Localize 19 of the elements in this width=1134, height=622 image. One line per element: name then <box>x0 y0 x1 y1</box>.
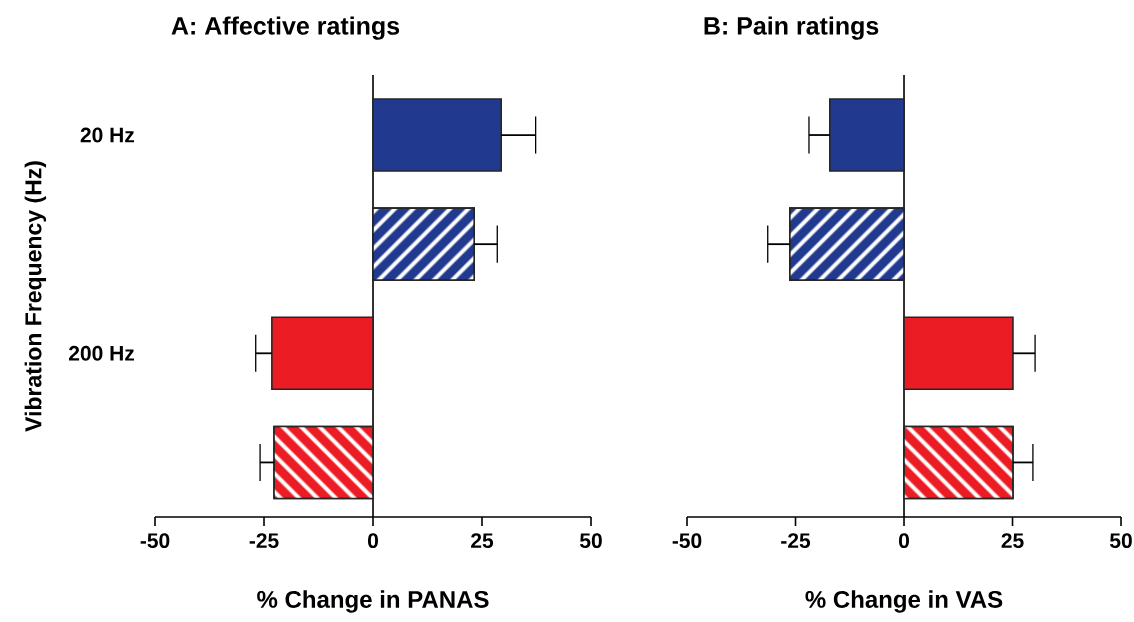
x-tick-label: -50 <box>140 533 170 549</box>
x-axis-title: % Change in PANAS <box>257 590 489 613</box>
y-axis-title: Vibration Frequency (Hz) <box>24 161 47 432</box>
x-tick-label: -50 <box>672 533 702 549</box>
x-tick-label: -25 <box>249 533 279 549</box>
x-tick-label: 0 <box>368 533 378 549</box>
x-axis-title: % Change in VAS <box>805 590 1003 613</box>
chart-title: A: Affective ratings <box>171 16 400 40</box>
y-tick-label: 20 Hz <box>80 127 135 143</box>
y-tick-label: 200 Hz <box>68 345 135 361</box>
x-tick-label: 50 <box>579 533 602 549</box>
chart-title: B: Pain ratings <box>704 16 879 40</box>
x-tick-label: -25 <box>781 533 811 549</box>
x-tick-label: 0 <box>899 533 909 549</box>
bar <box>271 316 374 391</box>
x-tick-label: 50 <box>1109 533 1132 549</box>
x-tick-label: 25 <box>1001 533 1024 549</box>
bar <box>372 98 502 172</box>
x-tick-label: 25 <box>471 533 494 549</box>
